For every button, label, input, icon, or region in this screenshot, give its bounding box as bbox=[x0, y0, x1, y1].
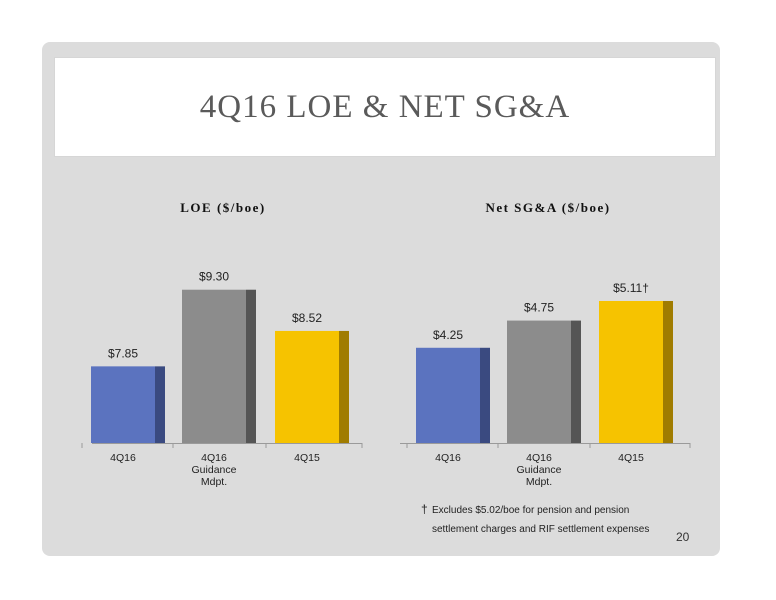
category-label: 4Q16 bbox=[435, 452, 461, 464]
title-box: 4Q16 LOE & NET SG&A bbox=[54, 57, 716, 157]
chart-title: Net SG&A ($/boe) bbox=[485, 200, 610, 215]
bar bbox=[275, 330, 339, 443]
data-label: $4.75 bbox=[524, 301, 554, 315]
bar bbox=[599, 300, 663, 443]
bar-side bbox=[246, 289, 256, 443]
data-label: $9.30 bbox=[199, 270, 229, 284]
category-label: 4Q15 bbox=[618, 452, 644, 464]
category-label: 4Q16 bbox=[526, 452, 552, 464]
category-label: Mdpt. bbox=[201, 476, 227, 488]
category-label: Mdpt. bbox=[526, 476, 552, 488]
bar-side bbox=[480, 347, 490, 443]
data-label: $5.11† bbox=[613, 281, 649, 295]
footnote: † Excludes $5.02/boe for pension and pen… bbox=[421, 501, 692, 539]
bar-side bbox=[663, 300, 673, 443]
footnote-line-1: Excludes $5.02/boe for pension and pensi… bbox=[432, 505, 630, 516]
data-label: $4.25 bbox=[433, 328, 463, 342]
category-label: 4Q16 bbox=[201, 452, 227, 464]
bar-side bbox=[571, 320, 581, 443]
category-label: Guidance bbox=[517, 464, 562, 476]
category-label: 4Q16 bbox=[110, 452, 136, 464]
footnote-line-2: settlement charges and RIF settlement ex… bbox=[432, 524, 650, 535]
slide-title: 4Q16 LOE & NET SG&A bbox=[199, 88, 571, 125]
category-label: 4Q15 bbox=[294, 452, 320, 464]
data-label: $7.85 bbox=[108, 346, 138, 360]
chart-title: LOE ($/boe) bbox=[180, 200, 265, 215]
page-number: 20 bbox=[676, 530, 690, 544]
category-label: Guidance bbox=[192, 464, 237, 476]
footnote-marker: † bbox=[421, 502, 428, 516]
bar-side bbox=[155, 366, 165, 443]
bar bbox=[416, 347, 480, 443]
bar bbox=[91, 366, 155, 443]
bar-side bbox=[339, 330, 349, 443]
data-label: $8.52 bbox=[292, 311, 322, 325]
bar bbox=[182, 289, 246, 443]
bar bbox=[507, 320, 571, 443]
